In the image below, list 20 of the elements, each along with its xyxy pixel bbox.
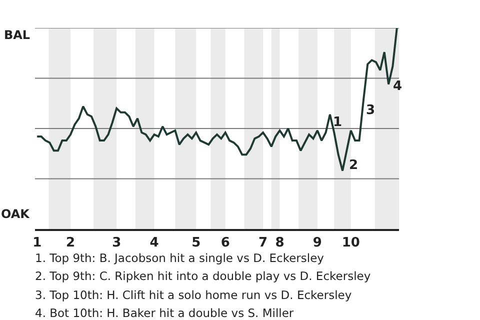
text: 2. Top 9th: C. Ripken hit into a double play vs D. Eckersley xyxy=(35,269,371,283)
text: BAL xyxy=(4,28,30,42)
x-tick-label: 10 xyxy=(342,236,360,251)
x-tick-label: 4 xyxy=(150,236,159,251)
annotation: 2 xyxy=(349,158,358,173)
x-tick-label: 1 xyxy=(32,236,42,251)
x-tick-label: 6 xyxy=(220,236,230,251)
x-tick-label: 7 xyxy=(258,236,268,251)
text: OAK xyxy=(1,207,30,221)
annotation: 3 xyxy=(366,103,376,118)
x-tick-label: 9 xyxy=(312,236,322,251)
text: 1. Top 9th: B. Jacobson hit a single vs D. Eckersley xyxy=(35,251,324,265)
text: 4. Bot 10th: H. Baker hit a double vs S. Miller xyxy=(35,306,294,320)
x-tick-label: 3 xyxy=(112,236,122,251)
x-tick-label: 5 xyxy=(192,236,201,251)
annotation: 1 xyxy=(333,115,342,130)
annotation: 4 xyxy=(393,79,402,94)
x-tick-label: 2 xyxy=(66,236,76,251)
x-tick-label: 8 xyxy=(275,236,284,251)
text: 3. Top 10th: H. Clift hit a solo home run vs D. Eckersley xyxy=(35,288,352,302)
